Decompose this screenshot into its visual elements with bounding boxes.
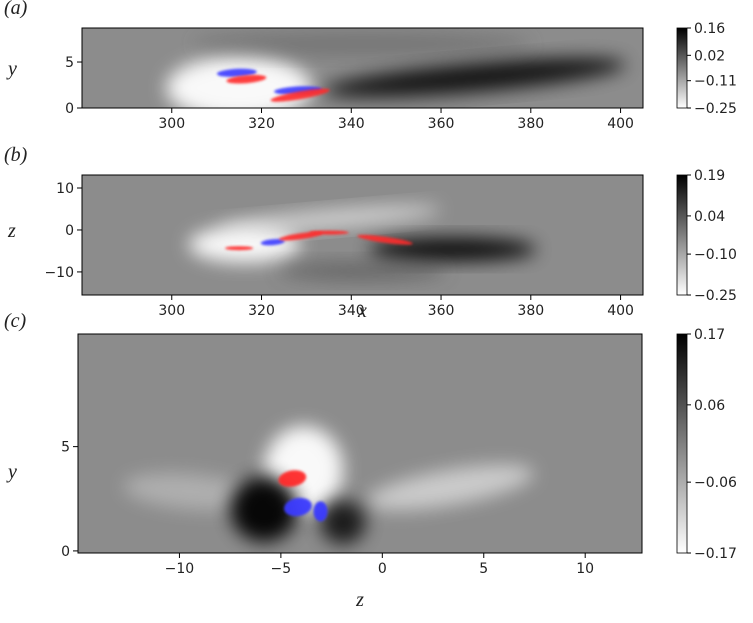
colorbar-tick-label: 0.19 <box>694 168 725 184</box>
x-tick-label: −10 <box>165 561 195 577</box>
x-tick-label: 320 <box>248 116 275 132</box>
colorbar <box>676 27 688 109</box>
field-structure <box>188 226 301 263</box>
x-tick-label: 360 <box>428 116 455 132</box>
plot-frame <box>81 27 644 109</box>
vortex-blob <box>278 470 307 487</box>
field <box>78 334 642 553</box>
colorbar-tick-label: −0.06 <box>694 475 737 491</box>
field-structure <box>278 261 447 281</box>
x-axis-label: x <box>357 300 367 322</box>
colorbar-tick-label: 0.17 <box>694 327 725 343</box>
vortex-blob <box>216 68 257 77</box>
x-tick-label: 10 <box>576 561 594 577</box>
x-tick-label: 300 <box>158 116 185 132</box>
x-tick-label: 340 <box>338 303 365 319</box>
field-structure <box>320 500 366 545</box>
field-structure <box>230 476 298 543</box>
colorbar <box>676 333 688 554</box>
colorbar-tick-label: −0.11 <box>694 74 737 90</box>
x-tick-label: −5 <box>271 561 292 577</box>
plot-frame <box>81 174 644 296</box>
x-axis-label: z <box>355 589 364 611</box>
colorbar-tick-label: 0.06 <box>694 398 725 414</box>
y-axis-label: y <box>6 58 17 80</box>
colorbar-tick-label: 0.02 <box>694 48 725 64</box>
vortex-blob <box>284 497 312 517</box>
vortex-blob <box>313 501 328 522</box>
y-tick-label: −10 <box>44 265 74 281</box>
vortex-blob <box>308 230 349 235</box>
x-tick-label: 340 <box>338 116 365 132</box>
x-tick-label: 380 <box>517 303 544 319</box>
colorbar-tick-label: −0.10 <box>694 247 737 263</box>
x-tick-label: 320 <box>248 303 275 319</box>
panel-label: (c) <box>4 310 27 332</box>
x-tick-label: 300 <box>158 303 185 319</box>
vortex-blob <box>260 239 285 246</box>
y-tick-label: 0 <box>65 101 74 117</box>
x-tick-label: 5 <box>479 561 488 577</box>
vortex-blob <box>357 234 413 245</box>
vortex-blob <box>279 231 323 241</box>
y-tick-label: 5 <box>65 55 74 71</box>
colorbar-tick-label: 0.16 <box>694 21 725 37</box>
colorbar-tick-label: −0.25 <box>694 101 737 117</box>
y-axis-label: y <box>6 461 17 483</box>
y-tick-label: 0 <box>65 223 74 239</box>
y-tick-label: 10 <box>56 181 74 197</box>
y-tick-label: 5 <box>61 440 70 456</box>
x-tick-label: 380 <box>517 116 544 132</box>
field-structure <box>217 205 441 234</box>
plot-frame <box>77 333 643 554</box>
vortex-blob <box>225 246 254 251</box>
panel-label: (a) <box>4 0 28 19</box>
colorbar-tick-label: −0.17 <box>694 546 737 562</box>
y-axis-label: z <box>7 220 16 242</box>
colorbar-tick-label: −0.25 <box>694 288 737 304</box>
x-tick-label: 400 <box>607 116 634 132</box>
x-tick-label: 0 <box>378 561 387 577</box>
field-structure <box>323 58 626 98</box>
x-tick-label: 360 <box>428 303 455 319</box>
field <box>82 28 643 108</box>
panel-label: (b) <box>4 144 28 166</box>
colorbar <box>676 174 688 296</box>
field-structure <box>366 464 534 510</box>
field-structure <box>194 32 531 56</box>
vortex-blob <box>226 74 267 84</box>
vortex-blob <box>270 88 330 102</box>
x-tick-label: 400 <box>607 303 634 319</box>
field <box>82 175 643 295</box>
y-tick-label: 0 <box>61 544 70 560</box>
colorbar-tick-label: 0.04 <box>694 209 725 225</box>
field-structure <box>123 473 259 511</box>
